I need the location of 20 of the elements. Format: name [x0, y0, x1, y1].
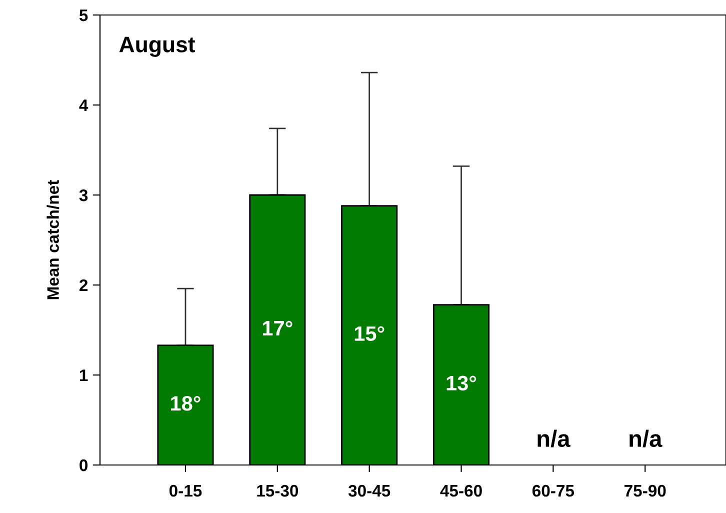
annotation: n/a: [538, 430, 570, 448]
y-axis-title: Mean catch/net: [46, 180, 60, 300]
x-tick-label: 75-90: [624, 484, 666, 497]
x-tick-label: 30-45: [348, 484, 390, 497]
x-tick-label: 60-75: [532, 484, 574, 497]
y-tick-label: 2: [80, 279, 88, 292]
annotation: 18°: [171, 396, 200, 411]
x-tick-label: 45-60: [440, 484, 482, 497]
y-tick-label: 5: [79, 10, 88, 22]
annotation: August: [119, 36, 196, 57]
annotation: 15°: [354, 326, 384, 341]
x-tick-label: 15-30: [257, 484, 298, 497]
x-tick-label: 0-15: [169, 484, 202, 497]
y-tick-label: 1: [80, 370, 88, 382]
annotation: 13°: [446, 376, 476, 391]
annotation: 17°: [262, 320, 292, 336]
y-tick-label: 3: [79, 189, 88, 202]
y-tick-label: 0: [80, 459, 88, 472]
y-tick-label: 4: [79, 100, 88, 112]
annotation: n/a: [630, 430, 662, 448]
